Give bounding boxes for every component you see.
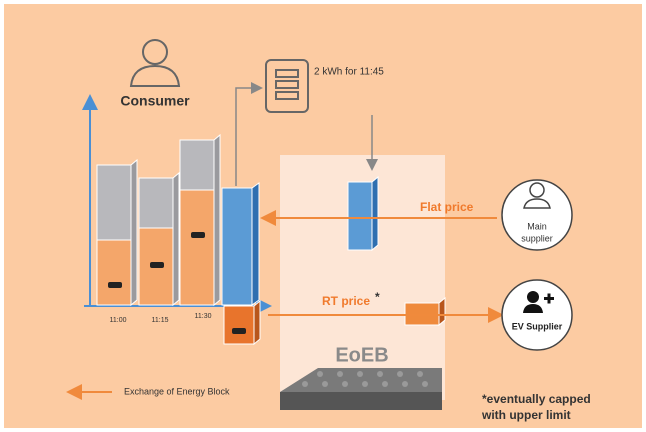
rt-note: * xyxy=(375,290,380,304)
footnote: *eventually capped xyxy=(482,392,591,406)
ev-supplier-label: EV Supplier xyxy=(512,321,563,331)
ev-supplier-circle xyxy=(502,280,572,350)
rt-price-label: RT price xyxy=(322,294,370,308)
footnote: with upper limit xyxy=(481,408,571,422)
time-label: 11:15 xyxy=(152,317,169,324)
diagram: Consumer 2 kWh for 11:45 11:00 11:15 11:… xyxy=(0,0,646,432)
flat-price-label: Flat price xyxy=(420,200,474,214)
eoeb-label: EoEB xyxy=(335,344,388,366)
main-supplier-label: supplier xyxy=(521,233,553,243)
consumer-label: Consumer xyxy=(120,93,190,109)
time-label: 11:30 xyxy=(195,313,212,320)
legend-label: Exchange of Energy Block xyxy=(124,386,230,396)
time-label: 11:00 xyxy=(110,317,127,324)
main-supplier-label: Main xyxy=(527,221,547,231)
device-label: 2 kWh for 11:45 xyxy=(314,67,384,78)
